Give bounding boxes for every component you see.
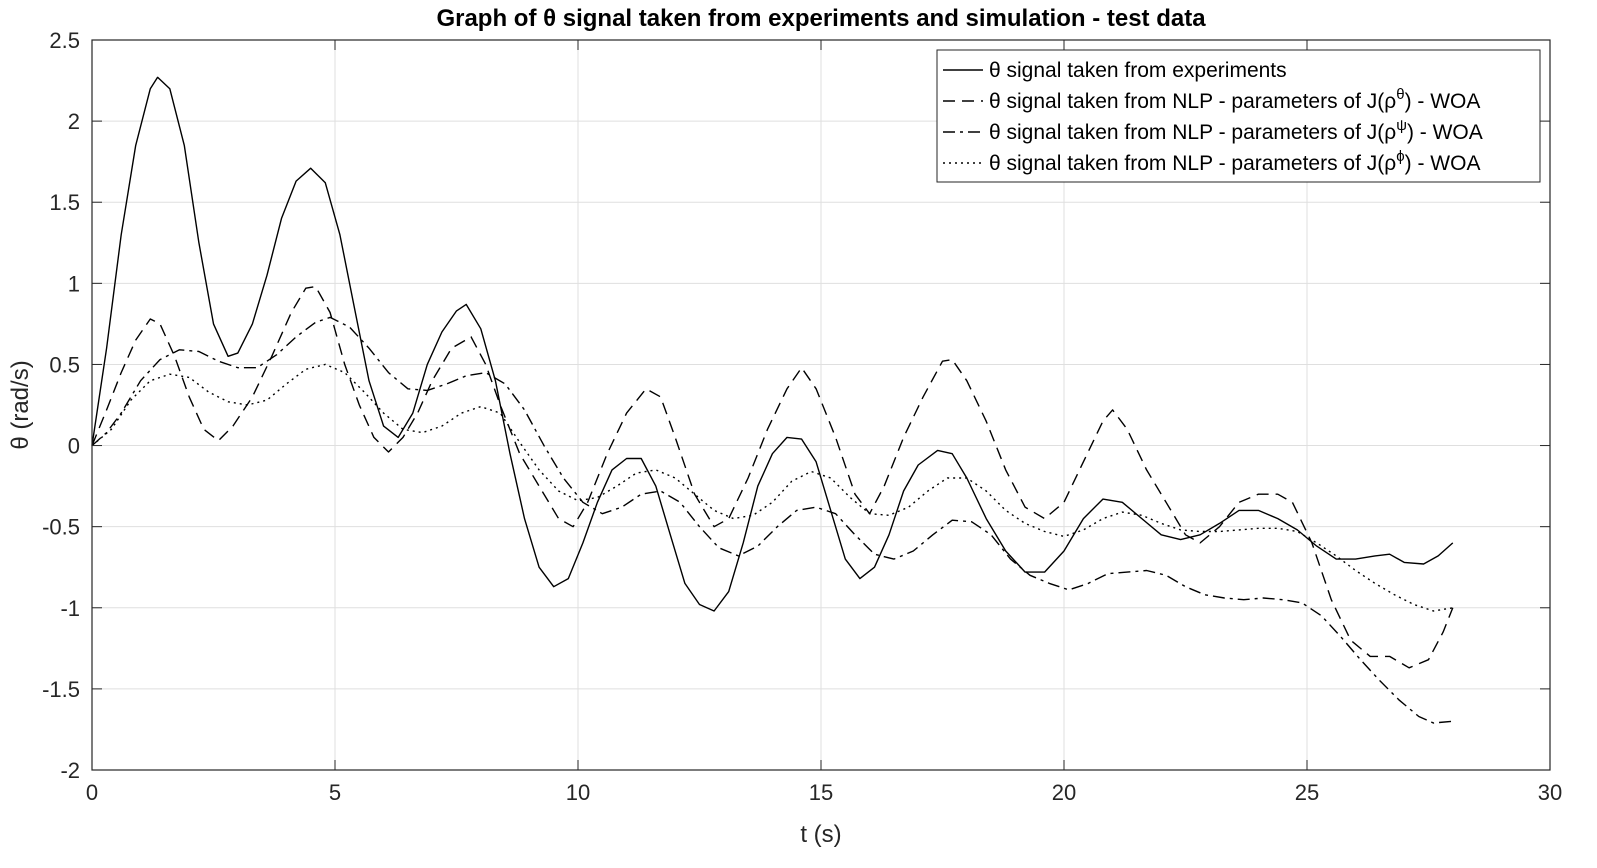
chart-title: Graph of θ signal taken from experiments…	[436, 5, 1206, 32]
y-tick-label: -2	[60, 758, 80, 783]
series-lines	[91, 76, 1454, 724]
grid	[92, 40, 1550, 770]
x-tick-label: 20	[1052, 780, 1076, 805]
y-tick-label: 2	[68, 109, 80, 134]
x-tick-label: 15	[809, 780, 833, 805]
y-tick-label: 1.5	[49, 190, 80, 215]
axis-ticks: 0 5 10 15 20 25 30 -2 -1.5 -1 -0.5 0 0.5 1 1.5 2 2.5	[42, 28, 1562, 805]
x-tick-label: 30	[1538, 780, 1562, 805]
x-tick-label: 10	[566, 780, 590, 805]
series-line-2	[91, 285, 1454, 669]
series-line-4	[91, 363, 1453, 612]
y-tick-label: 0.5	[49, 352, 80, 377]
legend: θ signal taken from experiments θ signal …	[936, 49, 1541, 183]
y-tick-label: -1	[60, 596, 80, 621]
y-tick-label: 2.5	[49, 28, 80, 53]
y-axis-label: θ (rad/s)	[7, 360, 34, 449]
x-tick-label: 25	[1295, 780, 1319, 805]
legend-box	[936, 49, 1541, 183]
y-tick-label: 0	[68, 434, 80, 459]
y-tick-label: -0.5	[42, 515, 80, 540]
y-tick-label: 1	[68, 271, 80, 296]
x-axis-label: t (s)	[800, 821, 841, 848]
legend-entry-1: θ signal taken from experiments	[989, 59, 1287, 82]
legend-entry-2: θ signal taken from NLP - parameters of …	[989, 86, 1480, 113]
x-tick-label: 0	[86, 780, 98, 805]
x-tick-label: 5	[329, 780, 341, 805]
legend-entry-4: θ signal taken from NLP - parameters of …	[989, 148, 1480, 175]
legend-entry-3: θ signal taken from NLP - parameters of …	[989, 117, 1483, 144]
series-line-3	[91, 316, 1453, 724]
y-tick-label: -1.5	[42, 677, 80, 702]
